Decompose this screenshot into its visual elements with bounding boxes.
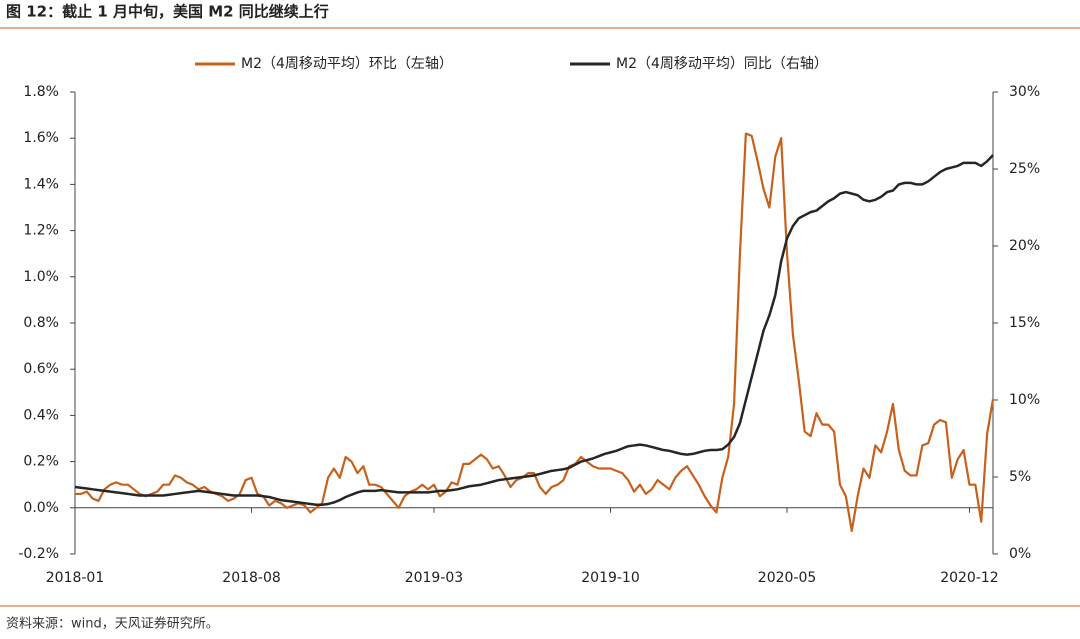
y-tick-label: 1.2%: [23, 223, 59, 239]
y2-tick-label: 10%: [1009, 392, 1040, 408]
y-tick-label: 0.2%: [23, 454, 59, 470]
x-tick-label: 2018-08: [222, 570, 281, 586]
y2-tick-label: 5%: [1009, 469, 1031, 485]
y2-tick-label: 30%: [1009, 84, 1040, 100]
x-tick-label: 2019-10: [581, 570, 640, 586]
y-tick-label: -0.2%: [18, 546, 59, 562]
y-tick-label: 1.4%: [23, 176, 59, 192]
y2-tick-label: 15%: [1009, 315, 1040, 331]
y2-tick-label: 0%: [1009, 546, 1031, 562]
y-tick-label: 0.0%: [23, 500, 59, 516]
legend-label: M2（4周移动平均）环比（左轴）: [241, 56, 453, 72]
y-tick-label: 0.8%: [23, 315, 59, 331]
y-tick-label: 1.8%: [23, 84, 59, 100]
series-line: [74, 154, 994, 506]
x-tick-label: 2020-05: [758, 570, 817, 586]
x-tick-label: 2020-12: [940, 570, 999, 586]
legend-label: M2（4周移动平均）同比（右轴）: [616, 56, 828, 72]
y-tick-label: 0.4%: [23, 407, 59, 423]
y-tick-label: 1.6%: [23, 130, 59, 146]
header-title: 图 12：截止 1 月中旬，美国 M2 同比继续上行: [6, 3, 329, 21]
y-tick-label: 0.6%: [23, 361, 59, 377]
y2-tick-label: 20%: [1009, 238, 1040, 254]
y-tick-label: 1.0%: [23, 269, 59, 285]
y2-tick-label: 25%: [1009, 161, 1040, 177]
source-note: 资料来源：wind，天风证券研究所。: [6, 616, 219, 632]
x-tick-label: 2018-01: [46, 570, 105, 586]
series-line: [75, 132, 995, 532]
x-tick-label: 2019-03: [405, 570, 464, 586]
